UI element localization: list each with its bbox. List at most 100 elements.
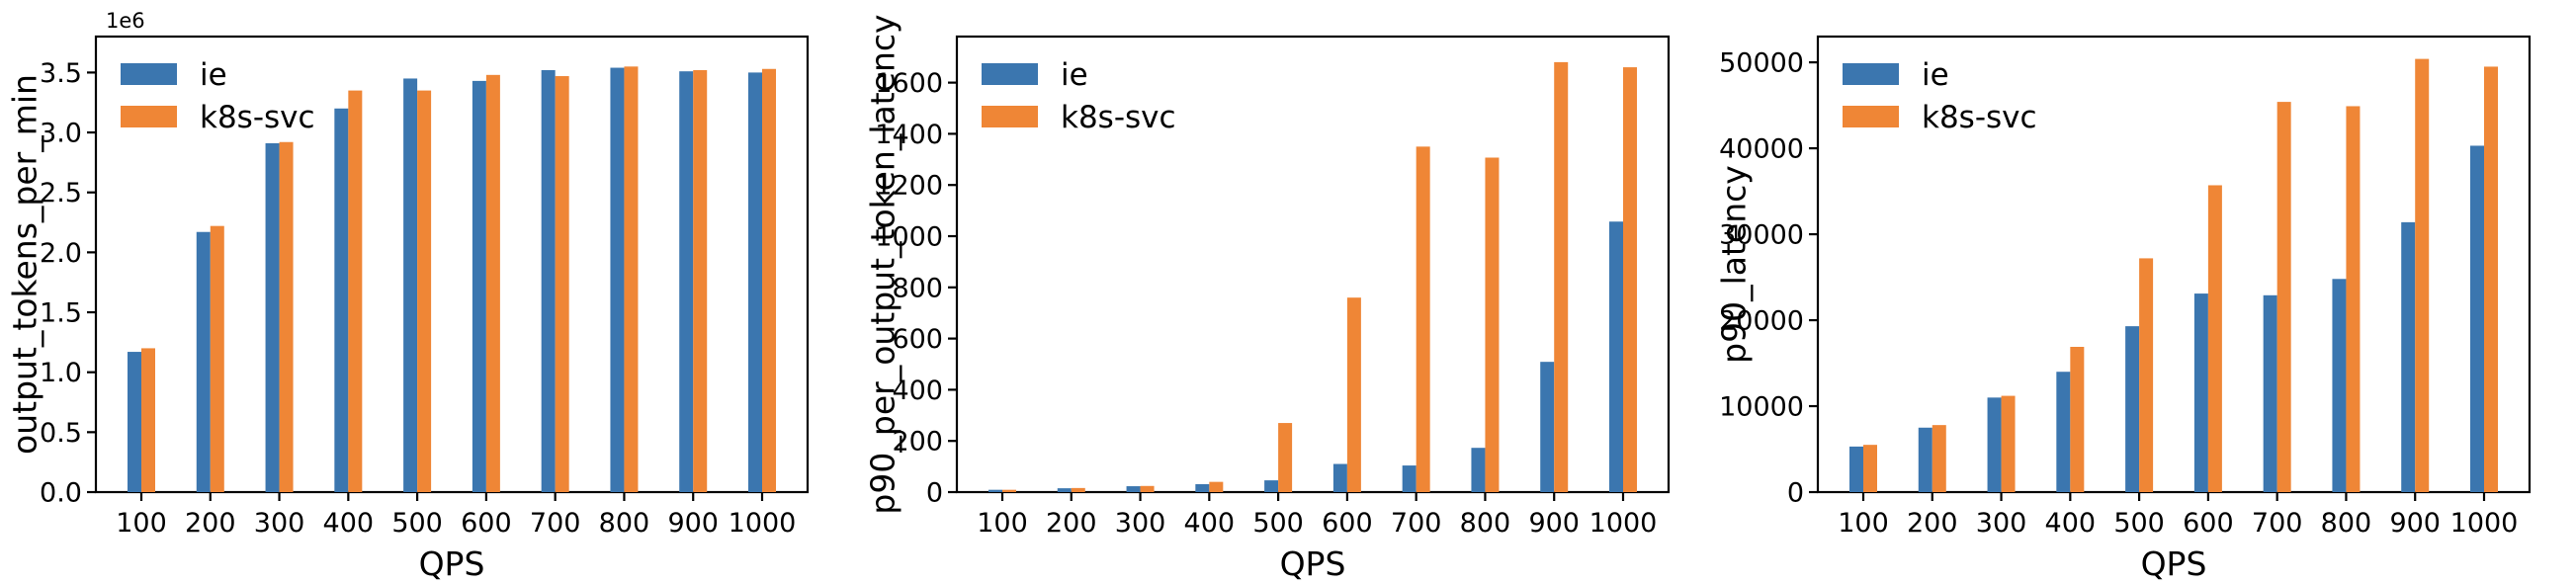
x-tick-label: 1000 xyxy=(1589,508,1658,539)
bar-ie xyxy=(2125,326,2140,492)
bar-k8s-svc xyxy=(2139,258,2154,492)
x-tick-label: 200 xyxy=(185,508,236,539)
bar-ie xyxy=(1987,397,2002,492)
bar-k8s-svc xyxy=(2346,106,2361,493)
bar-ie xyxy=(2332,279,2347,492)
bar-k8s-svc xyxy=(348,90,363,492)
y-tick-label: 20000 xyxy=(1719,305,1804,336)
axes-frame xyxy=(1816,35,2532,494)
bar-ie xyxy=(2263,294,2277,492)
x-tick-label: 300 xyxy=(1976,508,2027,539)
y-axis-label: p90_latency xyxy=(1715,165,1754,364)
legend-swatch-ie xyxy=(121,63,177,85)
y-tick-label: 3.5 xyxy=(40,58,82,89)
y-tick-label: 10000 xyxy=(1719,391,1804,422)
bar-ie xyxy=(1195,483,1210,492)
x-tick-label: 600 xyxy=(1322,508,1373,539)
x-tick-label: 600 xyxy=(2183,508,2234,539)
x-tick-label: 800 xyxy=(2321,508,2372,539)
y-tick-label: 2.0 xyxy=(40,238,82,269)
bar-ie xyxy=(128,352,141,492)
bar-k8s-svc xyxy=(1346,297,1361,492)
x-tick-label: 600 xyxy=(461,508,512,539)
bar-k8s-svc xyxy=(1416,146,1430,492)
legend-swatch-k8s-svc xyxy=(121,106,177,127)
x-axis-label: QPS xyxy=(1280,544,1346,583)
bar-ie xyxy=(1540,362,1555,492)
x-tick-label: 700 xyxy=(2252,508,2303,539)
y-tick-label: 3.0 xyxy=(40,119,82,149)
bar-ie xyxy=(196,231,211,492)
y-tick-label: 30000 xyxy=(1719,220,1804,251)
y-tick-label: 800 xyxy=(892,273,943,303)
bar-ie xyxy=(610,67,625,492)
bar-k8s-svc xyxy=(1209,481,1224,492)
legend-swatch-ie xyxy=(1843,63,1899,85)
bar-ie xyxy=(1332,463,1347,492)
bar-ie xyxy=(1126,486,1141,492)
x-tick-label: 100 xyxy=(1838,508,1889,539)
bar-k8s-svc xyxy=(2276,102,2291,493)
bar-ie xyxy=(403,78,418,493)
bar-ie xyxy=(2193,293,2208,492)
bar-ie xyxy=(1264,480,1279,492)
bar-k8s-svc xyxy=(2070,347,2085,492)
bar-k8s-svc xyxy=(693,69,708,493)
bar-ie xyxy=(472,80,486,492)
bar-k8s-svc xyxy=(1554,61,1569,493)
x-tick-label: 300 xyxy=(254,508,305,539)
legend-label-k8s-svc: k8s-svc xyxy=(1061,100,1176,135)
bar-k8s-svc xyxy=(1140,485,1155,492)
legend-label-k8s-svc: k8s-svc xyxy=(200,100,315,135)
bar-k8s-svc xyxy=(417,90,432,492)
bar-ie xyxy=(541,69,556,493)
x-tick-label: 900 xyxy=(2389,508,2441,539)
y-tick-label: 1200 xyxy=(875,171,943,202)
bar-ie xyxy=(1849,446,1863,492)
bar-k8s-svc xyxy=(2001,395,2016,492)
bar-k8s-svc xyxy=(2484,66,2498,493)
y-tick-label: 600 xyxy=(892,324,943,355)
legend-label-k8s-svc: k8s-svc xyxy=(1922,100,2037,135)
y-tick-label: 0.5 xyxy=(40,418,82,449)
x-tick-label: 400 xyxy=(1184,508,1236,539)
x-tick-label: 100 xyxy=(116,508,167,539)
bar-ie xyxy=(2401,221,2416,492)
axes-frame xyxy=(94,35,810,494)
y-tick-label: 0 xyxy=(926,477,943,508)
x-tick-label: 100 xyxy=(977,508,1028,539)
legend-label-ie: ie xyxy=(1922,57,1949,93)
y-tick-label: 1400 xyxy=(875,120,943,150)
x-tick-label: 500 xyxy=(1252,508,1304,539)
bar-k8s-svc xyxy=(1623,67,1637,493)
legend-swatch-k8s-svc xyxy=(982,106,1038,127)
bar-ie xyxy=(748,72,762,492)
y-tick-label: 400 xyxy=(892,376,943,406)
y-tick-label: 1.5 xyxy=(40,297,82,328)
y-tick-label: 200 xyxy=(892,427,943,458)
bar-k8s-svc xyxy=(1278,423,1293,492)
x-tick-label: 200 xyxy=(1046,508,1097,539)
axes-frame xyxy=(955,35,1671,494)
bar-k8s-svc xyxy=(1485,157,1500,492)
legend-swatch-k8s-svc xyxy=(1843,106,1899,127)
x-tick-label: 400 xyxy=(2045,508,2097,539)
y-tick-label: 1600 xyxy=(875,68,943,99)
bar-ie xyxy=(1918,427,1932,492)
y-tick-label: 40000 xyxy=(1719,134,1804,165)
bar-ie xyxy=(265,142,280,492)
bar-k8s-svc xyxy=(279,141,294,493)
bar-ie xyxy=(334,108,349,492)
bar-ie xyxy=(1471,448,1486,492)
x-tick-label: 200 xyxy=(1907,508,1958,539)
x-tick-label: 800 xyxy=(599,508,650,539)
x-tick-label: 400 xyxy=(323,508,375,539)
bar-k8s-svc xyxy=(555,76,569,492)
x-tick-label: 300 xyxy=(1115,508,1166,539)
x-tick-label: 800 xyxy=(1460,508,1511,539)
x-axis-label: QPS xyxy=(419,544,485,583)
y-tick-label: 1000 xyxy=(875,221,943,252)
x-tick-label: 700 xyxy=(1391,508,1442,539)
